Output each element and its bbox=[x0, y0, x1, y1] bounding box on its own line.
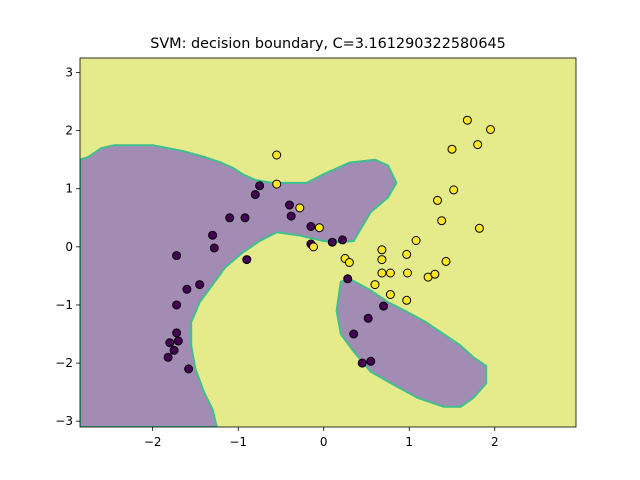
data-point-class-1 bbox=[474, 223, 484, 233]
data-point-class-0 bbox=[240, 213, 250, 223]
y-tick-label: 0 bbox=[65, 240, 73, 254]
y-tick-label: 1 bbox=[65, 182, 73, 196]
x-tick-label: 1 bbox=[405, 435, 413, 449]
data-point-class-0 bbox=[182, 284, 192, 294]
data-point-class-1 bbox=[449, 185, 459, 195]
data-point-class-0 bbox=[165, 338, 175, 348]
y-tick-label: −3 bbox=[55, 414, 73, 428]
y-tick-label: 3 bbox=[65, 66, 73, 80]
data-point-class-0 bbox=[306, 222, 316, 231]
x-tick-label: 2 bbox=[491, 435, 499, 449]
data-point-class-1 bbox=[272, 150, 282, 160]
decision-region-class-0-class-0-lower-right bbox=[335, 277, 488, 408]
data-point-class-1 bbox=[344, 258, 354, 267]
data-point-class-1 bbox=[441, 256, 451, 266]
data-point-class-0 bbox=[366, 356, 376, 366]
data-point-class-0 bbox=[163, 352, 173, 362]
data-point-class-1 bbox=[309, 242, 318, 252]
data-point-class-1 bbox=[314, 223, 324, 233]
data-point-class-1 bbox=[377, 245, 387, 255]
data-points bbox=[163, 115, 495, 374]
data-point-class-0 bbox=[208, 230, 218, 240]
y-axis: −3 −2 −1 0 1 2 3 bbox=[55, 66, 80, 428]
data-point-class-1 bbox=[385, 268, 395, 278]
data-point-class-1 bbox=[377, 255, 387, 265]
data-point-class-1 bbox=[430, 269, 440, 279]
data-point-class-0 bbox=[173, 336, 183, 346]
axes-frame bbox=[79, 57, 577, 428]
data-point-class-0 bbox=[357, 358, 367, 368]
data-point-class-0 bbox=[209, 243, 219, 253]
x-tick-label: −2 bbox=[144, 435, 162, 449]
data-point-class-1 bbox=[385, 290, 395, 299]
data-point-class-0 bbox=[172, 300, 182, 310]
data-point-class-0 bbox=[338, 235, 347, 245]
data-point-class-1 bbox=[295, 203, 305, 213]
data-point-class-0 bbox=[363, 313, 373, 323]
data-point-class-1 bbox=[433, 195, 442, 205]
data-point-class-0 bbox=[255, 181, 265, 191]
decision-regions bbox=[80, 144, 488, 427]
data-point-class-0 bbox=[225, 213, 235, 223]
data-point-class-1 bbox=[403, 268, 412, 278]
decision-region-class-0-class-0-upper-left bbox=[80, 144, 398, 427]
data-point-class-1 bbox=[377, 268, 387, 278]
data-point-class-0 bbox=[250, 190, 260, 200]
y-tick-label: 2 bbox=[65, 124, 73, 138]
data-point-class-0 bbox=[169, 345, 179, 355]
x-tick-label: −1 bbox=[229, 435, 247, 449]
data-point-class-1 bbox=[486, 125, 495, 134]
data-point-class-0 bbox=[343, 274, 353, 284]
data-point-class-0 bbox=[286, 211, 296, 221]
x-axis: −2 −1 0 1 2 bbox=[144, 427, 499, 449]
y-tick-label: −1 bbox=[55, 298, 73, 312]
plot-area bbox=[80, 58, 576, 427]
x-tick-label: 0 bbox=[320, 435, 328, 449]
data-point-class-0 bbox=[172, 251, 182, 261]
y-tick-label: −2 bbox=[55, 356, 73, 370]
data-point-class-0 bbox=[285, 200, 294, 210]
data-point-class-1 bbox=[402, 249, 412, 259]
data-point-class-0 bbox=[184, 364, 194, 374]
data-point-class-0 bbox=[349, 329, 359, 339]
data-point-class-1 bbox=[447, 144, 457, 154]
data-point-class-1 bbox=[473, 140, 483, 150]
data-point-class-0 bbox=[172, 328, 182, 338]
data-point-class-1 bbox=[411, 236, 421, 245]
data-point-class-1 bbox=[462, 115, 472, 125]
data-point-class-0 bbox=[379, 301, 389, 311]
data-point-class-0 bbox=[327, 237, 337, 247]
data-point-class-0 bbox=[195, 280, 205, 290]
data-point-class-1 bbox=[437, 216, 447, 226]
data-point-class-0 bbox=[242, 255, 252, 265]
data-point-class-1 bbox=[402, 295, 412, 305]
data-point-class-1 bbox=[272, 179, 282, 189]
chart-title: SVM: decision boundary, C=3.161290322580… bbox=[150, 36, 506, 52]
data-point-class-1 bbox=[370, 280, 380, 290]
